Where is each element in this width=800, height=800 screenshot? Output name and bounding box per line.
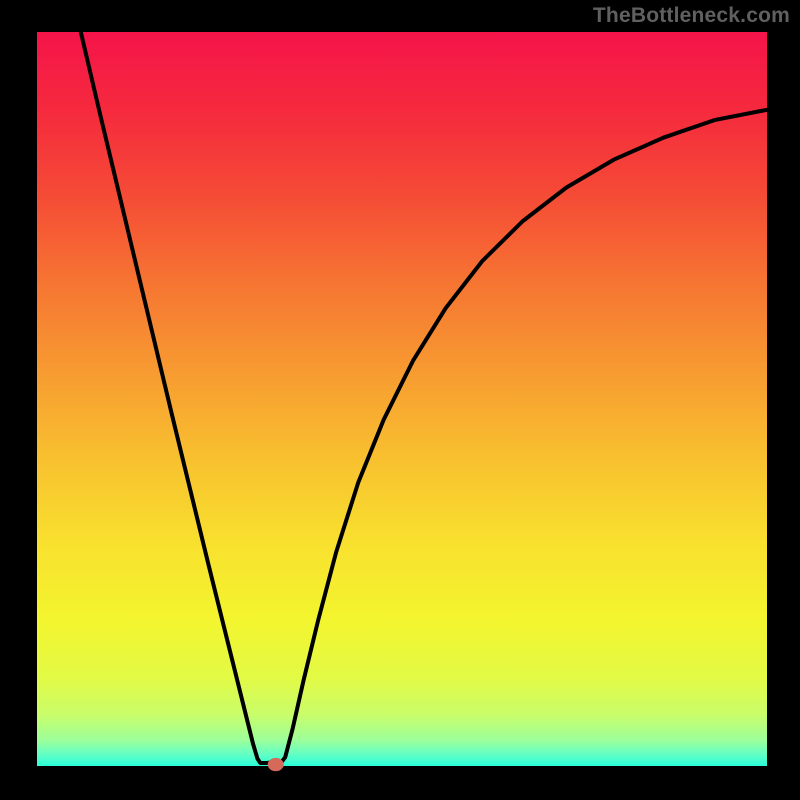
chart-curve-layer <box>37 32 767 766</box>
minimum-marker-dot <box>268 758 284 771</box>
chart-plot-area <box>37 32 767 766</box>
bottleneck-curve <box>81 32 767 763</box>
watermark-text: TheBottleneck.com <box>593 4 790 28</box>
